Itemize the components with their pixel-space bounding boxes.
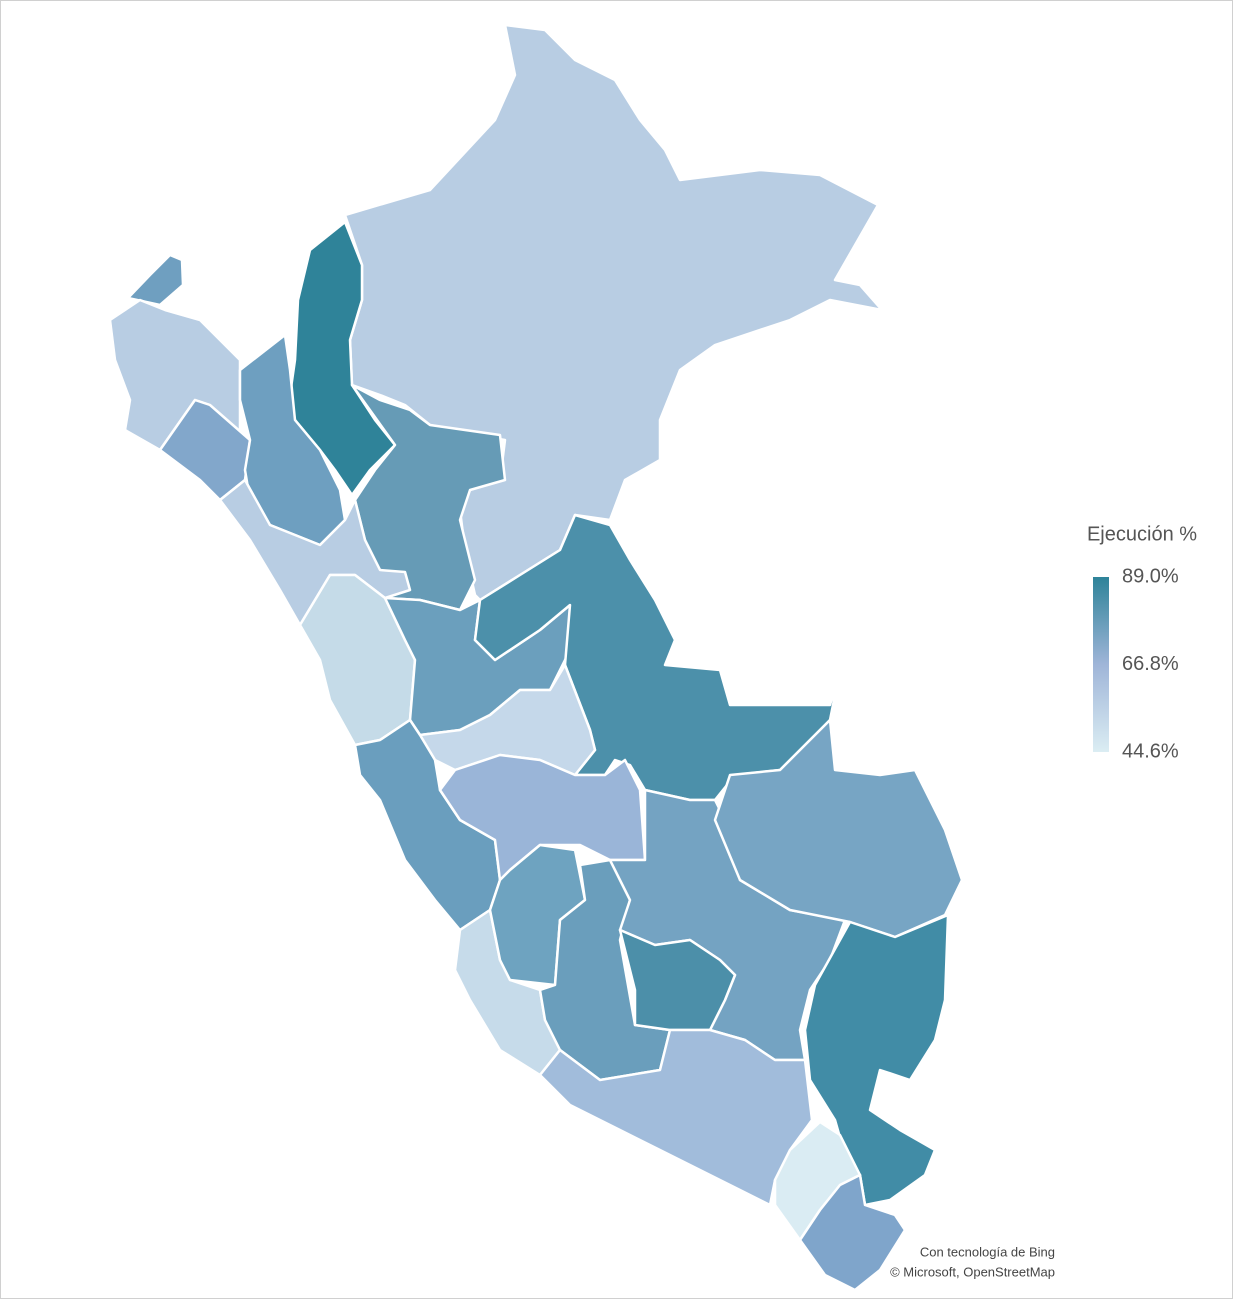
region: [350, 383, 507, 612]
region: [618, 928, 737, 1032]
attribution: © Microsoft, OpenStreetMap: [890, 1264, 1055, 1279]
region: [383, 596, 572, 737]
legend-tick-label: 66.8%: [1122, 653, 1179, 675]
legend-title: Ejecución %: [1087, 523, 1197, 545]
region: [798, 1173, 907, 1292]
region: [803, 913, 950, 1207]
legend-gradient: [1093, 577, 1109, 752]
regions: [108, 23, 964, 1292]
region: [288, 220, 397, 497]
attribution: Con tecnología de Bing: [920, 1244, 1055, 1259]
region: [218, 478, 412, 627]
legend-tick-label: 44.6%: [1122, 740, 1179, 762]
region: [126, 253, 185, 307]
region: [538, 1028, 814, 1207]
legend-tick-label: 89.0%: [1122, 565, 1179, 587]
region: [713, 718, 964, 939]
